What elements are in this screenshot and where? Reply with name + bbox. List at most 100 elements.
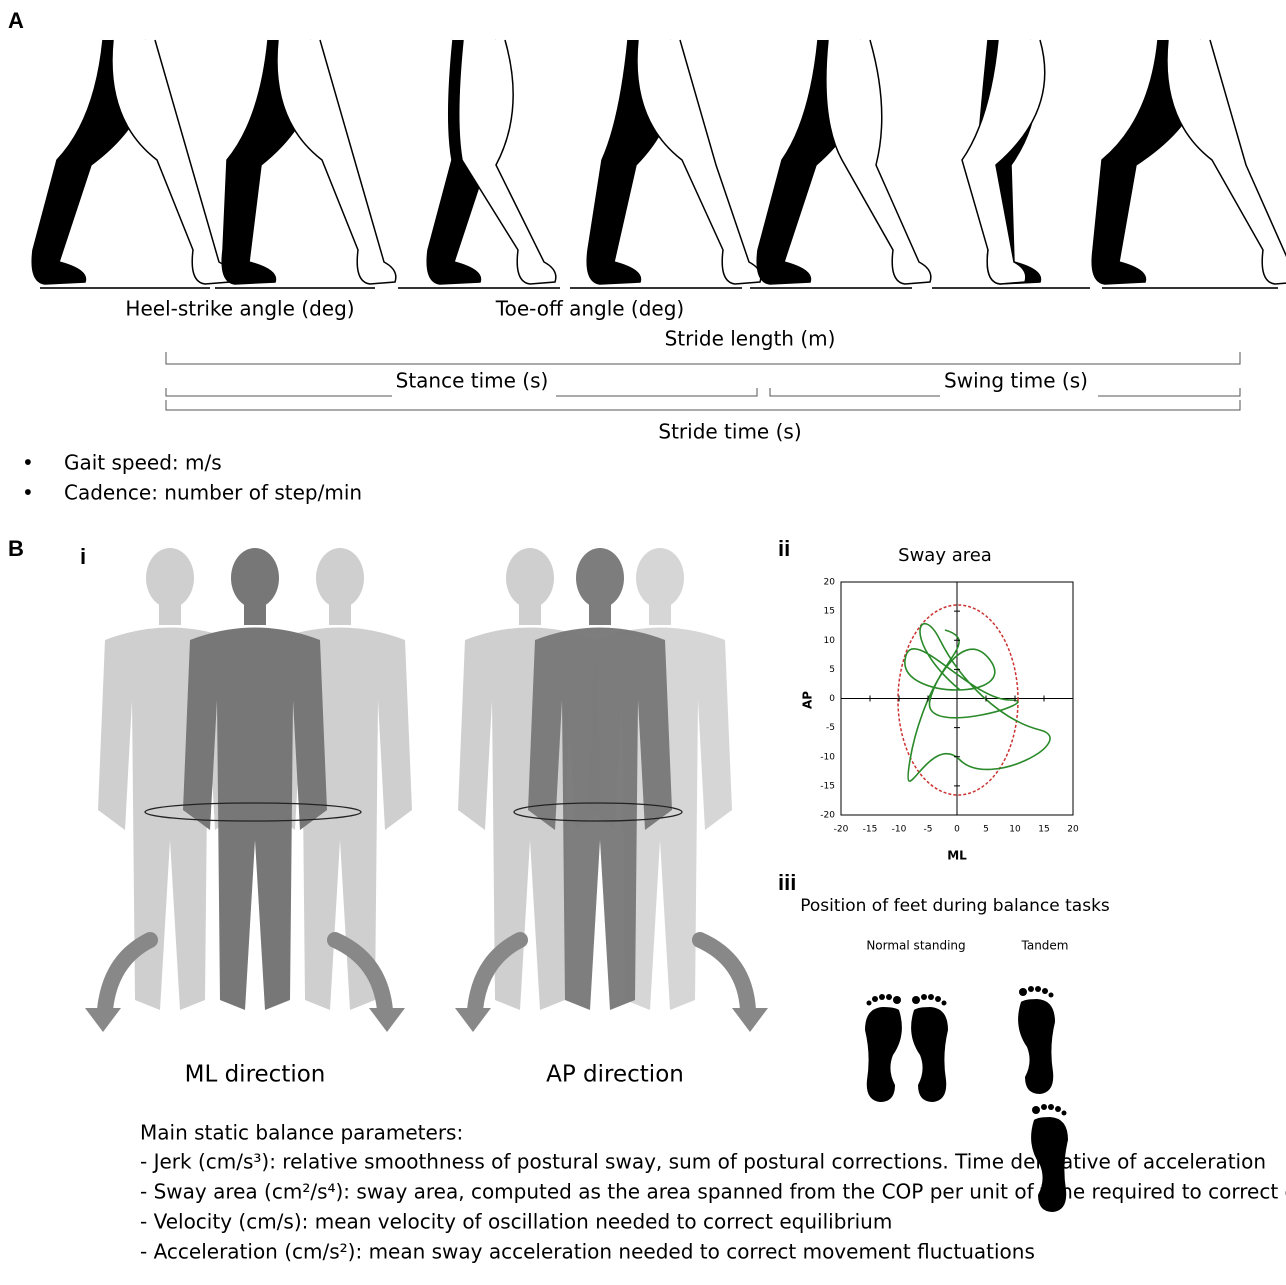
panel-label: A: [8, 8, 24, 33]
toe: [1048, 1104, 1054, 1110]
toe: [1042, 988, 1048, 994]
toe: [928, 994, 934, 1000]
x-tick-label: 20: [1067, 825, 1079, 835]
params-heading: Main static balance parameters:: [140, 1121, 463, 1145]
y-tick-label: 15: [824, 607, 835, 617]
tandem-label: Tandem: [1021, 939, 1069, 953]
head: [231, 548, 279, 608]
toe: [866, 1000, 872, 1006]
y-tick-label: -20: [820, 811, 835, 821]
neck: [589, 600, 611, 625]
x-tick-label: -10: [892, 825, 907, 835]
torso: [528, 627, 672, 1010]
sub-label: ii: [778, 536, 790, 561]
arrow-head: [85, 1008, 121, 1032]
arrow-head: [369, 1008, 405, 1032]
torso: [183, 627, 327, 1010]
head: [146, 548, 194, 608]
toe: [1035, 986, 1041, 992]
swing-time-label: Swing time (s): [944, 369, 1088, 393]
heel-strike-label: Heel-strike angle (deg): [125, 297, 354, 321]
foot: [1018, 986, 1055, 1094]
x-axis-label: ML: [947, 849, 967, 863]
leg: [636, 39, 762, 285]
direction-arrow: [97, 932, 158, 1018]
panel-label: B: [8, 536, 24, 561]
foot: [911, 994, 948, 1102]
param-line: - Velocity (cm/s): mean velocity of osci…: [140, 1210, 892, 1234]
sole: [1018, 999, 1055, 1094]
bracket: [165, 400, 1241, 411]
y-tick-label: 0: [829, 694, 835, 704]
toe: [1055, 1106, 1061, 1112]
leg: [825, 39, 932, 285]
sole: [911, 1007, 948, 1102]
y-tick-label: 20: [824, 578, 836, 588]
y-tick-label: 5: [829, 665, 835, 675]
confidence-ellipse: [897, 604, 1019, 796]
stride-length-label: Stride length (m): [665, 327, 836, 351]
bullet-text: Gait speed: m/s: [64, 451, 222, 475]
sway-title: Sway area: [898, 545, 992, 566]
toe: [893, 996, 901, 1004]
stride-time-label: Stride time (s): [658, 420, 801, 444]
foot: [865, 994, 902, 1102]
sway-ring: [144, 802, 362, 822]
toe: [1048, 992, 1054, 998]
sub-label: i: [80, 544, 86, 569]
direction-arrow: [327, 932, 393, 1018]
foot: [1031, 1104, 1068, 1212]
bullet: •: [22, 451, 34, 475]
y-tick-label: 10: [824, 636, 836, 646]
head: [316, 548, 364, 608]
ap-label: AP direction: [546, 1062, 684, 1088]
figure-layer: [31, 39, 1286, 1212]
leg: [961, 39, 1046, 285]
neck: [159, 600, 181, 625]
head: [576, 548, 624, 608]
y-tick-label: -5: [826, 723, 835, 733]
sway-ring: [513, 802, 683, 822]
toe: [886, 994, 892, 1000]
x-tick-label: 15: [1038, 825, 1049, 835]
head: [506, 548, 554, 608]
y-tick-label: -15: [820, 781, 835, 791]
silhouette: [528, 548, 672, 1010]
neck: [519, 600, 541, 625]
x-tick-label: -5: [924, 825, 933, 835]
silhouette: [183, 548, 327, 1010]
toe: [879, 994, 885, 1000]
bracket: [165, 352, 1241, 365]
toe: [912, 996, 920, 1004]
head: [636, 548, 684, 608]
neck: [244, 600, 266, 625]
x-tick-label: 10: [1009, 825, 1021, 835]
toe: [921, 994, 927, 1000]
x-tick-label: -20: [834, 825, 849, 835]
toe: [872, 996, 878, 1002]
sole: [1031, 1117, 1068, 1212]
x-tick-label: 5: [983, 825, 989, 835]
leg: [111, 39, 232, 285]
direction-arrow: [692, 932, 756, 1018]
ml-label: ML direction: [185, 1062, 326, 1088]
neck: [649, 600, 671, 625]
arrow-head: [455, 1008, 491, 1032]
param-line: - Sway area (cm²/s⁴): sway area, compute…: [140, 1180, 1286, 1204]
leg: [276, 39, 397, 285]
x-tick-label: -15: [863, 825, 878, 835]
y-axis-label: AP: [801, 691, 815, 709]
x-tick-label: 0: [954, 825, 960, 835]
leg: [1166, 39, 1286, 285]
bracket: [165, 388, 1241, 397]
stance-time-label: Stance time (s): [396, 369, 549, 393]
param-line: - Jerk (cm/s³): relative smoothness of p…: [140, 1150, 1266, 1174]
toe: [1019, 988, 1027, 996]
param-line: - Acceleration (cm/s²): mean sway accele…: [140, 1240, 1035, 1264]
feet-title: Position of feet during balance tasks: [800, 896, 1110, 916]
sole: [865, 1007, 902, 1102]
bullet: •: [22, 481, 34, 505]
sway-trajectory: [904, 622, 1051, 782]
toe: [935, 996, 941, 1002]
